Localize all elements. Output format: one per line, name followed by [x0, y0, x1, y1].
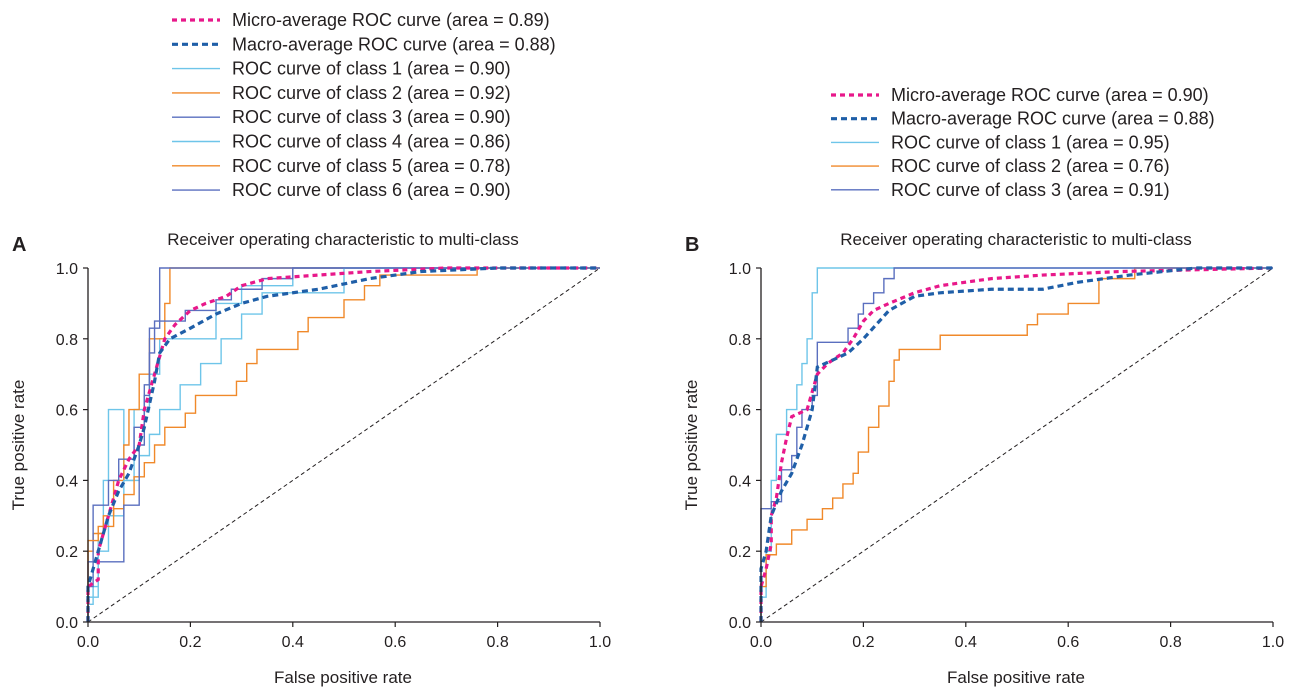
x-tick-label: 0.8	[486, 634, 508, 651]
legend-entry-label: Micro-average ROC curve (area = 0.90)	[891, 85, 1209, 105]
x-tick-label: 0.0	[750, 634, 772, 651]
y-tick-label: 0.2	[56, 544, 78, 561]
x-axis-label-a: False positive rate	[274, 668, 412, 687]
legend-entry-label: ROC curve of class 5 (area = 0.78)	[232, 156, 511, 176]
roc-series-line-4	[87, 267, 600, 622]
roc-series-line-2	[86, 266, 600, 622]
x-tick-label: 0.6	[384, 634, 406, 651]
x-tick-label: 1.0	[589, 634, 611, 651]
legend-entry-label: ROC curve of class 2 (area = 0.76)	[891, 156, 1170, 176]
x-tick-label: 0.2	[852, 634, 874, 651]
y-tick-label: 0.2	[729, 544, 751, 561]
y-tick-label: 0.4	[56, 473, 78, 490]
y-tick-label: 0.0	[729, 615, 751, 632]
legend-entry-label: Macro-average ROC curve (area = 0.88)	[232, 34, 556, 54]
plot-area-a: 0.0 0.2 0.4 0.6 0.8 1.0 0.0 0.2 0.4 0.6 0.8 1.0	[56, 261, 611, 651]
chance-diagonal-line	[87, 267, 601, 623]
x-tick-label: 0.0	[77, 634, 99, 651]
y-tick-label: 0.6	[56, 403, 78, 420]
legend-entry-label: ROC curve of class 4 (area = 0.86)	[232, 132, 511, 152]
roc-series-line-6	[87, 267, 600, 622]
x-tick-label: 0.2	[179, 634, 201, 651]
panel-b: Micro-average ROC curve (area = 0.90) Mac…	[682, 85, 1284, 687]
plot-area-b: 0.0 0.2 0.4 0.6 0.8 1.0 0.0 0.2 0.4 0.6 0.8 1.0	[729, 261, 1284, 651]
legend-panel-a: Micro-average ROC curve (area = 0.89) Mac…	[172, 10, 556, 200]
y-axis-label-b: True positive rate	[682, 380, 701, 511]
legend-entry-label: Macro-average ROC curve (area = 0.88)	[891, 109, 1215, 129]
chance-diagonal-line	[760, 267, 1274, 623]
x-tick-label: 1.0	[1262, 634, 1284, 651]
legend-entry-label: ROC curve of class 6 (area = 0.90)	[232, 180, 511, 200]
y-tick-label: 0.0	[56, 615, 78, 632]
x-tick-label: 0.6	[1057, 634, 1079, 651]
x-tick-label: 0.4	[282, 634, 304, 651]
roc-series-line-4	[760, 267, 1273, 622]
roc-series-line-7	[87, 267, 600, 622]
y-axis-label-a: True positive rate	[9, 380, 28, 511]
x-axis-label-b: False positive rate	[947, 668, 1085, 687]
panel-letter-a: A	[12, 234, 26, 256]
legend-entry-label: Micro-average ROC curve (area = 0.89)	[232, 10, 550, 30]
y-tick-label: 0.8	[56, 332, 78, 349]
legend-entry-label: ROC curve of class 3 (area = 0.90)	[232, 107, 511, 127]
y-tick-label: 0.6	[729, 403, 751, 420]
chart-title-a: Receiver operating characteristic to mul…	[167, 230, 518, 249]
x-tick-label: 0.8	[1159, 634, 1181, 651]
y-tick-label: 0.8	[729, 332, 751, 349]
y-tick-label: 0.4	[729, 473, 751, 490]
roc-series-line-8	[87, 267, 600, 622]
legend-entry-label: ROC curve of class 1 (area = 0.95)	[891, 132, 1170, 152]
x-tick-label: 0.4	[955, 634, 977, 651]
legend-entry-label: ROC curve of class 3 (area = 0.91)	[891, 180, 1170, 200]
legend-entry-label: ROC curve of class 2 (area = 0.92)	[232, 83, 511, 103]
y-tick-label: 1.0	[56, 261, 78, 278]
legend-panel-b: Micro-average ROC curve (area = 0.90) Mac…	[831, 85, 1215, 200]
panel-letter-b: B	[685, 234, 699, 256]
panel-a: Micro-average ROC curve (area = 0.89) Mac…	[9, 10, 611, 687]
roc-series-line-5	[760, 267, 1273, 622]
legend-entry-label: ROC curve of class 1 (area = 0.90)	[232, 59, 511, 79]
roc-series-line-3	[760, 267, 1273, 622]
y-tick-label: 1.0	[729, 261, 751, 278]
chart-title-b: Receiver operating characteristic to mul…	[840, 230, 1191, 249]
